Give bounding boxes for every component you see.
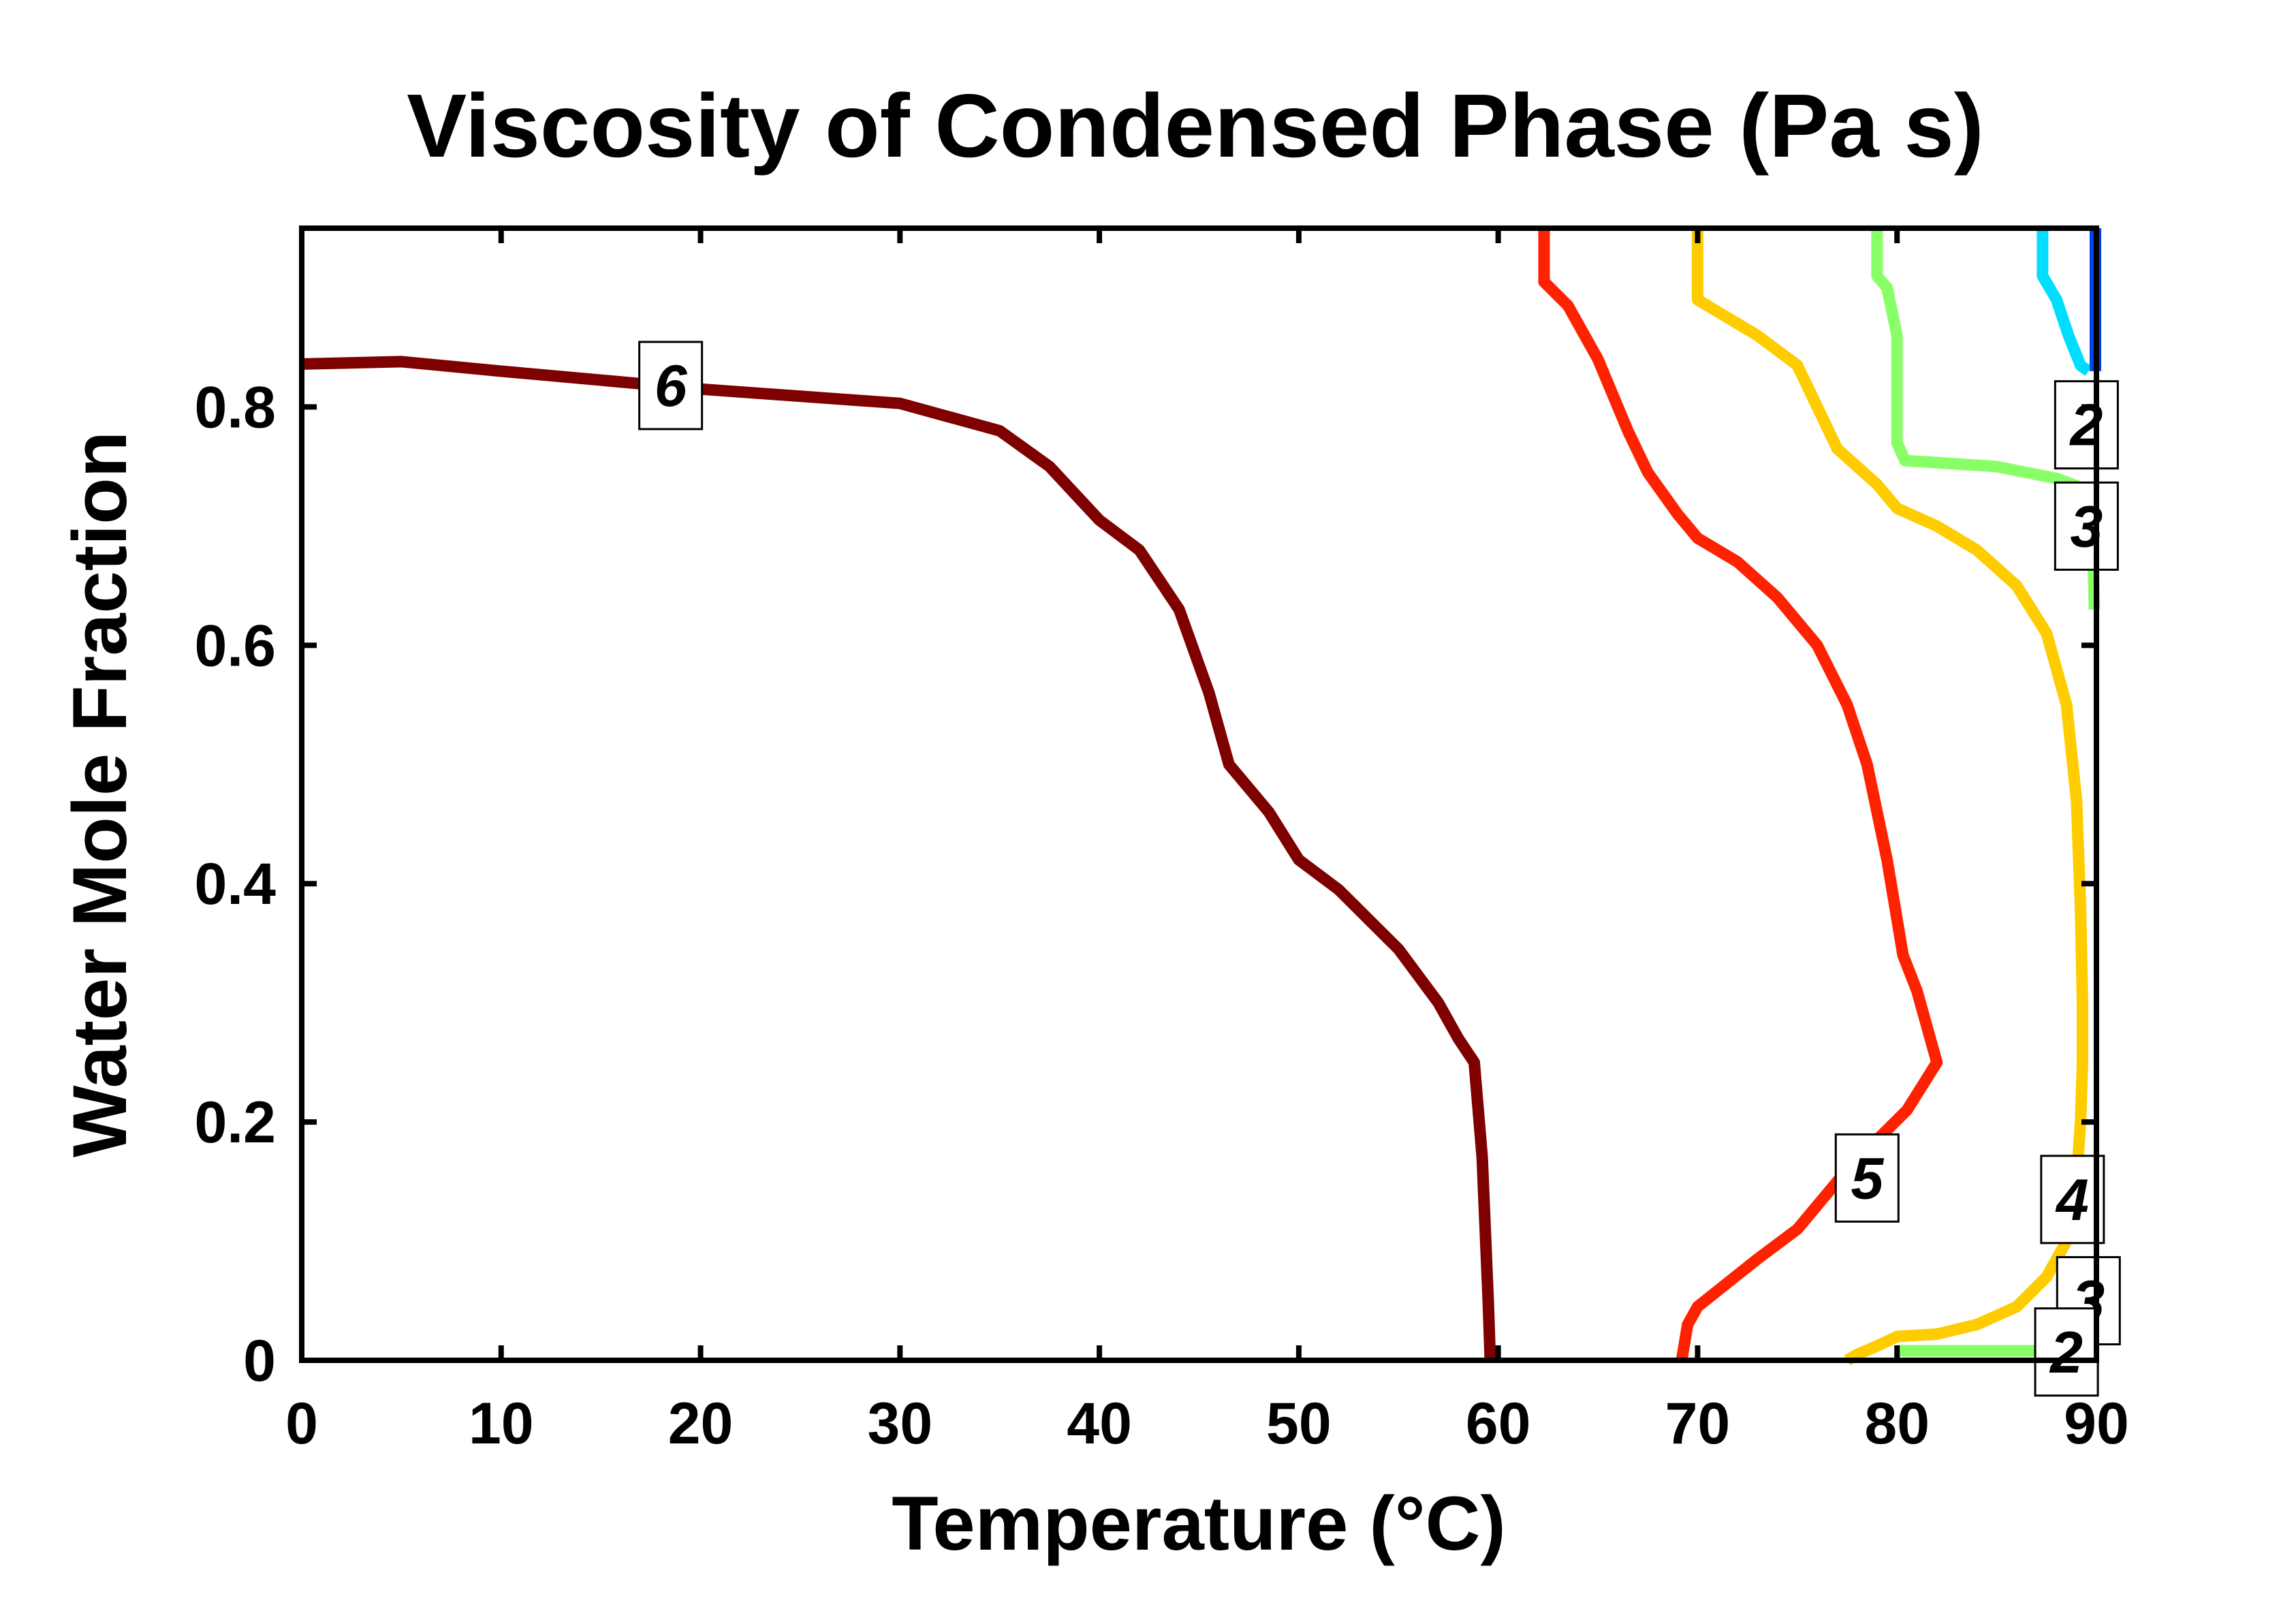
- contour-label-1: 5: [1834, 1133, 1900, 1223]
- x-axis-label: Temperature (°C): [892, 1481, 1506, 1566]
- y-tick-label: 0.2: [194, 1090, 276, 1155]
- contour-label-text: 5: [1851, 1146, 1884, 1211]
- contour-label-text: 2: [2049, 1320, 2083, 1386]
- x-tick-label: 60: [1466, 1391, 1531, 1456]
- y-tick-label: 0.6: [194, 613, 276, 678]
- plot-frame: [299, 225, 2099, 1363]
- chart-title: Viscosity of Condensed Phase (Pa s): [407, 76, 1984, 176]
- x-tick-label: 90: [2064, 1391, 2129, 1456]
- x-tick-label: 80: [1864, 1391, 1930, 1456]
- contour-layer: [301, 228, 2101, 1366]
- y-tick-label: 0: [243, 1328, 276, 1394]
- y-axis-ticks: 0 0.2 0.4 0.6 0.8: [194, 375, 2096, 1394]
- y-axis-label: Water Mole Fraction: [57, 431, 142, 1157]
- x-tick-label: 70: [1665, 1391, 1731, 1456]
- x-tick-label: 40: [1067, 1391, 1132, 1456]
- contour-line-level-5-1: [1538, 228, 1943, 1362]
- contour-label-6: 2: [2034, 1307, 2099, 1397]
- x-tick-label: 10: [469, 1391, 534, 1456]
- y-tick-label: 0.4: [194, 851, 276, 917]
- contour-label-text: 6: [655, 354, 688, 419]
- contour-label-0: 6: [638, 341, 704, 431]
- contour-label-3: 3: [2054, 481, 2119, 571]
- contour-label-2: 4: [2040, 1155, 2105, 1245]
- contour-label-5: 2: [2054, 380, 2119, 470]
- x-tick-label: 30: [867, 1391, 932, 1456]
- x-tick-label: 20: [668, 1391, 734, 1456]
- x-axis-ticks: 0 10 20 30 40 50 60 70 80 90: [285, 228, 2129, 1456]
- contour-label-text: 4: [2055, 1168, 2089, 1233]
- contour-line-level-4-2: [1691, 228, 2088, 1366]
- y-tick-label: 0.8: [194, 375, 276, 440]
- x-tick-label: 50: [1266, 1391, 1332, 1456]
- contour-line-level-6-0: [301, 356, 1496, 1361]
- contour-line-level-2-5: [2036, 228, 2092, 376]
- x-tick-label: 0: [285, 1391, 318, 1456]
